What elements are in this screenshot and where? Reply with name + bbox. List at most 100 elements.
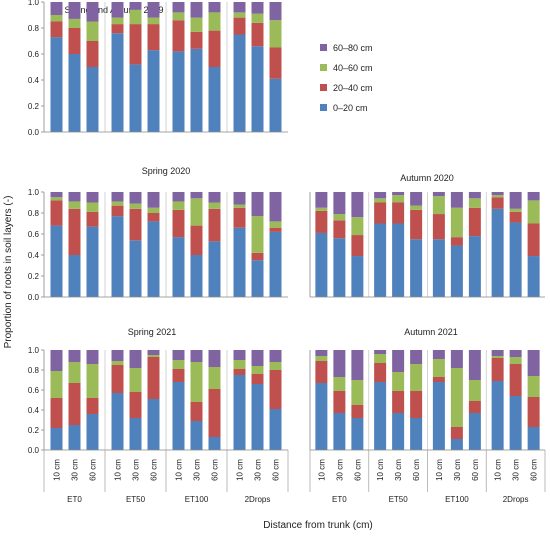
bar-segment-layer-20-40 — [208, 389, 221, 437]
bar-segment-layer-40-60 — [233, 204, 246, 208]
y-tick-label: 0.6 — [28, 230, 40, 239]
bar-segment-layer-60-80 — [410, 192, 423, 206]
bar-segment-layer-60-80 — [208, 192, 221, 203]
bar-segment-layer-20-40 — [432, 377, 445, 382]
bar-segment-layer-0-20 — [172, 382, 185, 450]
x-categories: 10 cm 30 cm 60 cm 10 cm 30 cm 60 cm 10 cm 30 cm… — [43, 450, 546, 504]
bar-segment-layer-0-20 — [172, 237, 185, 297]
legend-swatch-40-60 — [320, 64, 327, 71]
bar-segment-layer-20-40 — [208, 30, 221, 68]
bar-segment-layer-40-60 — [172, 12, 185, 21]
bar-segment-layer-40-60 — [432, 359, 445, 377]
legend-swatch-60-80 — [320, 44, 327, 51]
bar-segment-layer-20-40 — [68, 383, 81, 425]
bar-segment-layer-60-80 — [251, 1, 264, 14]
bar-segment-layer-0-20 — [111, 393, 124, 450]
bar-segment-layer-60-80 — [333, 350, 346, 377]
bar-segment-layer-60-80 — [333, 192, 346, 215]
bar-segment-layer-20-40 — [251, 22, 264, 47]
bar-segment-layer-20-40 — [129, 392, 142, 418]
y-tick-label: 0.8 — [28, 366, 40, 375]
bar-segment-layer-20-40 — [172, 20, 185, 52]
bar-segment-layer-60-80 — [68, 192, 81, 202]
bar-segment-layer-0-20 — [315, 232, 328, 297]
bar-segment-layer-20-40 — [450, 237, 463, 246]
bar-segment-layer-20-40 — [468, 207, 481, 237]
bar-segment-layer-40-60 — [50, 197, 63, 201]
bar-segment-layer-40-60 — [432, 196, 445, 215]
bar-segment-layer-60-80 — [111, 2, 124, 18]
y-tick-label: 0.0 — [28, 446, 40, 455]
panel-4: Spring 2021 0.0 0.2 0.4 0.6 0.8 1.0 — [28, 327, 288, 455]
legend-label-0-20: 0–20 cm — [333, 103, 368, 113]
bar-segment-layer-60-80 — [147, 2, 160, 18]
legend-swatch-20-40 — [320, 84, 327, 91]
bar-segment-layer-20-40 — [129, 208, 142, 241]
bar-segment-layer-40-60 — [374, 354, 387, 363]
bar-segment-layer-60-80 — [392, 192, 405, 196]
bar-segment-layer-20-40 — [269, 47, 282, 79]
bar-segment-layer-60-80 — [208, 350, 221, 367]
panel-5: Autumn 2021 — [309, 327, 545, 451]
bar-segment-layer-0-20 — [410, 239, 423, 297]
bar-segment-layer-40-60 — [129, 368, 142, 392]
bar-segment-layer-60-80 — [50, 350, 63, 371]
panel-2: Spring 2020 0.0 0.2 0.4 0.6 0.8 1.0 — [28, 166, 288, 302]
bar-segment-layer-0-20 — [351, 418, 364, 450]
bar-segment-layer-20-40 — [351, 405, 364, 418]
bar-segment-layer-0-20 — [172, 51, 185, 132]
bar-segment-layer-0-20 — [50, 225, 63, 297]
bar-segment-layer-0-20 — [129, 418, 142, 450]
bar-segment-layer-20-40 — [468, 401, 481, 413]
panel-title: Autumn 2021 — [404, 327, 458, 337]
bar-segment-layer-0-20 — [491, 381, 504, 450]
y-tick-label: 0.2 — [28, 426, 40, 435]
y-tick-label: 0.6 — [28, 50, 40, 59]
bar-segment-layer-20-40 — [432, 214, 445, 240]
bar-segment-layer-0-20 — [251, 46, 264, 133]
bar-segment-layer-60-80 — [410, 350, 423, 364]
distance-label: 60 cm — [471, 459, 480, 481]
bar-segment-layer-0-20 — [50, 428, 63, 450]
distance-label: 10 cm — [53, 459, 62, 481]
chart-panels: Spring and Autumn 20190.00.20.40.60.81.0… — [28, 0, 545, 455]
bar-segment-layer-20-40 — [233, 369, 246, 375]
bar-segment-layer-40-60 — [509, 208, 522, 212]
distance-label: 30 cm — [193, 459, 202, 481]
bar-segment-layer-40-60 — [333, 214, 346, 221]
distance-label: 60 cm — [353, 459, 362, 481]
bar-segment-layer-60-80 — [50, 2, 63, 15]
bar-segment-layer-60-80 — [208, 2, 221, 13]
bar-segment-layer-0-20 — [208, 437, 221, 450]
bar-segment-layer-0-20 — [315, 383, 328, 450]
bar-segment-layer-0-20 — [269, 78, 282, 132]
bar-segment-layer-40-60 — [86, 21, 99, 41]
bar-segment-layer-0-20 — [68, 425, 81, 450]
bar-segment-layer-60-80 — [233, 2, 246, 13]
y-tick-label: 0.6 — [28, 386, 40, 395]
bar-segment-layer-20-40 — [111, 365, 124, 393]
bar-segment-layer-0-20 — [111, 216, 124, 297]
bar-segment-layer-40-60 — [111, 201, 124, 206]
bar-segment-layer-20-40 — [147, 357, 160, 399]
bar-segment-layer-60-80 — [129, 192, 142, 204]
y-tick-label: 0.0 — [28, 293, 40, 302]
bar-segment-layer-20-40 — [68, 208, 81, 255]
x-axis-label: Distance from trunk (cm) — [263, 520, 372, 531]
treatment-label: ET50 — [389, 495, 409, 504]
bar-segment-layer-40-60 — [251, 13, 264, 23]
bar-segment-layer-40-60 — [233, 360, 246, 369]
bar-segment-layer-40-60 — [374, 198, 387, 203]
bar-segment-layer-20-40 — [233, 17, 246, 35]
bar-segment-layer-40-60 — [190, 362, 203, 402]
bar-segment-layer-20-40 — [491, 197, 504, 209]
distance-label: 30 cm — [394, 459, 403, 481]
bar-segment-layer-60-80 — [491, 192, 504, 196]
distance-label: 10 cm — [376, 459, 385, 481]
bar-segment-layer-20-40 — [147, 213, 160, 222]
legend-label-20-40: 20–40 cm — [333, 83, 373, 93]
bar-segment-layer-0-20 — [527, 256, 540, 297]
bar-segment-layer-0-20 — [147, 399, 160, 450]
bar-segment-layer-20-40 — [190, 31, 203, 49]
bar-segment-layer-0-20 — [190, 421, 203, 450]
